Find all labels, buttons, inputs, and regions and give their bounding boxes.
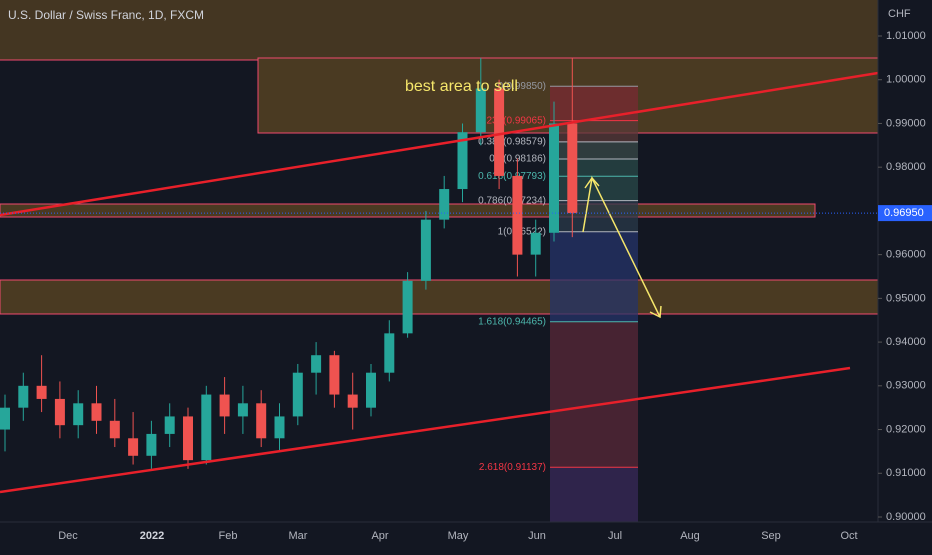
time-label: Sep [761,530,781,542]
candle-body [530,232,541,255]
fib-label: 0.382(0.98579) [478,137,546,148]
candle-body [18,385,29,408]
candle-body [183,416,193,461]
price-label: 0.90000 [886,511,926,523]
fib-label: 0.786(0.97234) [478,195,546,206]
mid-zone [0,203,816,218]
fib-label: 0.236(0.99065) [478,115,546,126]
candle-body [567,123,578,214]
candle-body [91,403,102,421]
fib-zone [550,86,638,121]
drawings: best area to sell [0,71,879,494]
candle-body [73,403,84,426]
candle-body [329,355,340,395]
fib-label: 2.618(0.91137) [479,462,546,473]
candle-body [384,333,395,373]
candle-body [512,175,523,255]
symbol-title: U.S. Dollar / Swiss Franc, 1D, FXCM [8,8,204,22]
price-label: 0.91000 [886,467,926,479]
price-label: 0.98000 [886,161,926,173]
time-label: Jun [528,530,546,542]
price-label: 0.93000 [886,380,926,392]
price-label: 0.99000 [886,117,926,129]
price-label: 0.94000 [886,336,926,348]
candle-body [420,219,431,281]
fib-background: 0(0.99850) 0.236(0.99065) 0.382(0.98579) 0.… [478,81,638,522]
trend-line [0,71,879,217]
candle-body [439,189,450,220]
last-price-label: 0.96950 [884,207,924,219]
candle-body [36,385,47,399]
price-label: 0.95000 [886,292,926,304]
time-label: May [448,530,469,542]
candle-body [146,433,157,456]
time-label: Oct [840,530,857,542]
time-label: 2022 [140,530,164,542]
candle-body [219,394,230,417]
time-label: Mar [289,530,308,542]
price-label: 1.01000 [886,30,926,42]
price-label: 0.92000 [886,423,926,435]
fib-label: 0.618(0.97793) [478,171,546,182]
candle-body [0,407,10,430]
currency: CHF [888,8,911,20]
candle-body [109,420,120,439]
candle-body [237,403,248,417]
trend-line [0,366,851,494]
candle-body [292,372,303,417]
fib-zone [550,200,638,232]
demand-zone [0,279,879,315]
candle-body [274,416,285,439]
fib-zone [550,141,638,160]
candle-body [347,394,358,408]
candle-body [128,438,139,456]
candle-body [164,416,175,434]
candle-body [54,398,65,426]
arrow-head [584,176,600,189]
fib-zone [550,467,638,522]
candle-body [494,88,505,176]
time-label: Dec [58,530,78,542]
candle-body [549,123,559,233]
candle-body [256,403,267,439]
last-price-box [878,205,932,222]
time-label: Feb [219,530,238,542]
candle-body [366,372,376,408]
time-label: Apr [371,530,388,542]
price-label: 1.00000 [886,74,926,86]
candles [0,57,578,469]
fib-label: 1.618(0.94465) [478,316,546,327]
candle-body [475,88,486,133]
candle-body [457,132,468,190]
candle-body [201,394,212,461]
fib-zone [550,321,638,468]
annotation: best area to sell [405,78,518,95]
arrow-head [649,305,662,319]
supply-zone-top [0,0,878,60]
candle-body [311,355,322,373]
price-label: 0.96000 [886,249,926,261]
fib-zone [550,159,638,177]
time-label: Jul [608,530,622,542]
fib-zone [550,231,638,322]
fib-label: 0(0.99850) [498,81,546,92]
candle-body [402,280,413,334]
time-label: Aug [680,530,700,542]
